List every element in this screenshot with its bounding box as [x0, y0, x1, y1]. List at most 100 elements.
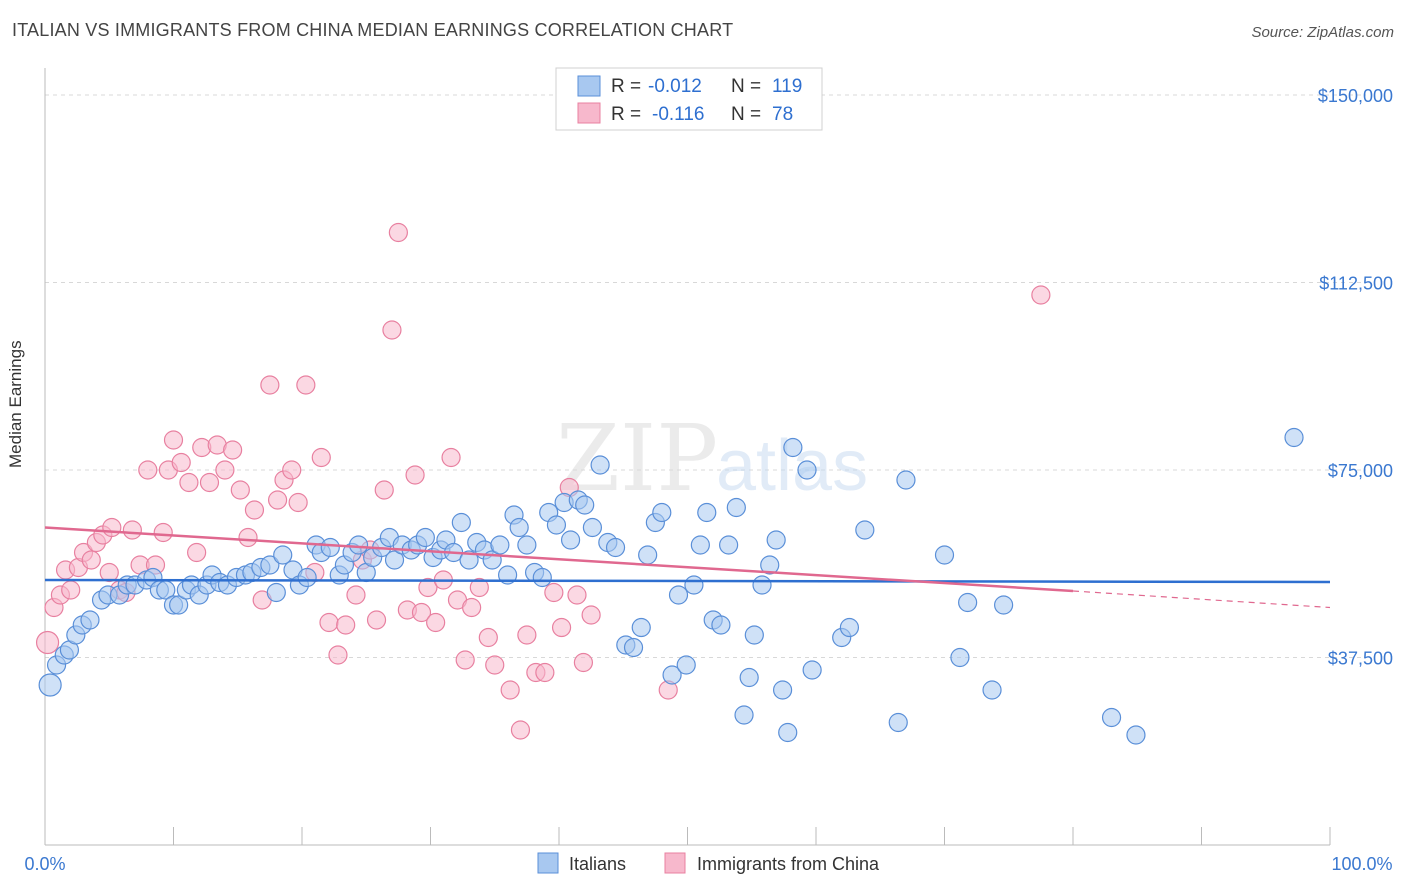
china-point — [382, 320, 402, 340]
italian-point — [273, 545, 293, 565]
china-point — [478, 627, 498, 648]
y-tick-label: $75,000 — [1328, 461, 1393, 481]
china-point — [441, 447, 461, 468]
china-point — [544, 582, 564, 603]
legend-swatch-italians — [537, 852, 559, 874]
italians-trend-line — [44, 578, 1331, 584]
italian-point — [676, 655, 696, 675]
italian-point — [772, 680, 793, 700]
italian-point — [582, 517, 603, 538]
china-point — [346, 585, 366, 605]
china-point — [581, 605, 601, 625]
legend-swatch-china — [577, 102, 601, 124]
italian-point — [855, 520, 875, 540]
legend-n-label: N = — [731, 104, 761, 125]
china-point — [311, 447, 331, 468]
china-trend-extension — [1072, 590, 1331, 609]
china-point — [99, 562, 119, 583]
italian-point — [415, 527, 435, 548]
china-point — [61, 580, 81, 600]
italian-point — [797, 460, 817, 480]
italian-point — [802, 660, 822, 680]
correlation-legend: R = -0.012 N = 119 R = -0.116 N = 78 — [555, 67, 823, 131]
italian-point — [575, 495, 595, 515]
china-point — [238, 527, 258, 548]
italian-point — [320, 537, 340, 558]
china-point — [462, 597, 482, 618]
china-point — [187, 542, 207, 563]
italian-point — [80, 610, 100, 630]
italian-point — [711, 615, 731, 635]
source-label: Source: ZipAtlas.com — [1251, 24, 1394, 41]
china-point — [223, 440, 243, 460]
y-tick-labels: $37,500 $75,000 $112,500 $150,000 — [1318, 86, 1393, 669]
italian-point — [994, 595, 1014, 615]
legend-r-value: -0.116 — [652, 104, 704, 125]
x-tick-label: 100.0% — [1331, 854, 1392, 874]
italian-point — [532, 567, 552, 588]
italian-point — [517, 535, 537, 555]
y-tick-label: $37,500 — [1328, 649, 1393, 669]
italian-point — [778, 722, 798, 743]
axes — [44, 68, 1331, 846]
italian-point — [734, 705, 754, 725]
italian-point — [638, 545, 658, 565]
x-tick-labels: 0.0% 100.0% — [24, 854, 1392, 874]
italian-point — [766, 530, 786, 550]
italian-point — [697, 502, 717, 523]
italian-point — [631, 617, 651, 638]
italians-points — [38, 427, 1304, 745]
y-tick-label: $112,500 — [1319, 274, 1393, 294]
italian-point — [684, 575, 704, 595]
italian-point — [1101, 707, 1122, 728]
china-point — [267, 490, 288, 510]
italian-point — [652, 502, 672, 523]
italian-point — [760, 555, 780, 575]
italian-point — [896, 470, 916, 490]
china-point — [328, 645, 348, 665]
china-point — [288, 492, 308, 513]
italian-point — [950, 647, 970, 668]
china-point — [485, 655, 505, 675]
china-point — [296, 375, 316, 395]
china-point — [455, 650, 475, 670]
italian-point — [726, 497, 746, 518]
china-point — [418, 577, 438, 598]
china-point — [388, 222, 408, 243]
italian-point — [509, 517, 529, 538]
italian-point — [623, 637, 644, 658]
china-point — [244, 500, 265, 520]
china-point — [171, 452, 191, 473]
legend-n-label: N = — [731, 76, 761, 97]
italian-point — [560, 530, 581, 550]
italian-point — [690, 535, 710, 555]
china-point — [411, 602, 432, 623]
italian-point — [1284, 427, 1304, 448]
legend-label-italians: Italians — [569, 854, 626, 874]
trend-lines — [44, 526, 1331, 609]
legend-r-label: R = — [611, 104, 641, 125]
china-point — [35, 630, 60, 655]
italian-point — [169, 595, 189, 615]
italian-point — [739, 667, 759, 688]
china-point — [366, 610, 387, 630]
italian-point — [590, 455, 610, 475]
x-tick-label: 0.0% — [24, 854, 65, 874]
legend-label-china: Immigrants from China — [697, 854, 880, 874]
italian-point — [266, 582, 286, 603]
china-point — [517, 625, 537, 645]
italian-point — [719, 535, 739, 555]
chart-title: ITALIAN VS IMMIGRANTS FROM CHINA MEDIAN … — [12, 20, 734, 40]
italian-point — [783, 437, 803, 458]
italian-point — [605, 537, 626, 558]
china-point — [551, 617, 572, 638]
legend-swatch-italians — [577, 75, 601, 97]
italian-point — [1126, 725, 1146, 745]
china-point — [153, 522, 173, 543]
italian-point — [982, 680, 1002, 700]
china-point — [573, 652, 594, 673]
italian-point — [348, 535, 369, 555]
china-point — [1031, 285, 1051, 305]
series-legend: Italians Immigrants from China — [537, 852, 880, 874]
